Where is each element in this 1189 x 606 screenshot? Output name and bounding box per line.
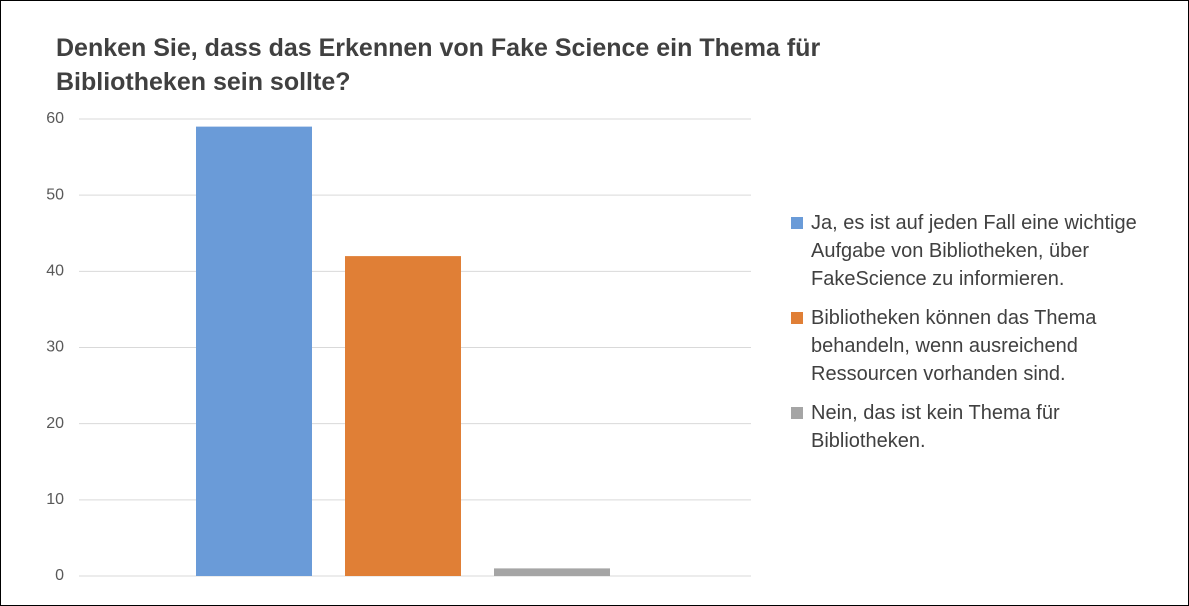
bar [494, 568, 610, 576]
y-tick-label: 40 [46, 263, 64, 280]
y-tick-label: 0 [55, 567, 64, 584]
y-tick-label: 60 [46, 110, 64, 127]
legend-item: Bibliotheken können das Thema behandeln,… [791, 304, 1161, 388]
bar [196, 126, 312, 576]
legend-label: Ja, es ist auf jeden Fall eine wichtige … [811, 212, 1137, 290]
bar [345, 256, 461, 576]
legend-item: Ja, es ist auf jeden Fall eine wichtige … [791, 209, 1161, 293]
legend-label: Nein, das ist kein Thema für Bibliotheke… [811, 402, 1060, 452]
legend: Ja, es ist auf jeden Fall eine wichtige … [791, 209, 1161, 466]
legend-swatch [791, 407, 803, 419]
y-tick-label: 50 [46, 186, 64, 203]
y-tick-label: 10 [46, 491, 64, 508]
legend-swatch [791, 217, 803, 229]
legend-item: Nein, das ist kein Thema für Bibliotheke… [791, 399, 1161, 455]
y-tick-label: 20 [46, 415, 64, 432]
legend-label: Bibliotheken können das Thema behandeln,… [811, 307, 1097, 385]
legend-swatch [791, 312, 803, 324]
chart-title: Denken Sie, dass das Erkennen von Fake S… [56, 34, 821, 96]
y-tick-label: 30 [46, 339, 64, 356]
